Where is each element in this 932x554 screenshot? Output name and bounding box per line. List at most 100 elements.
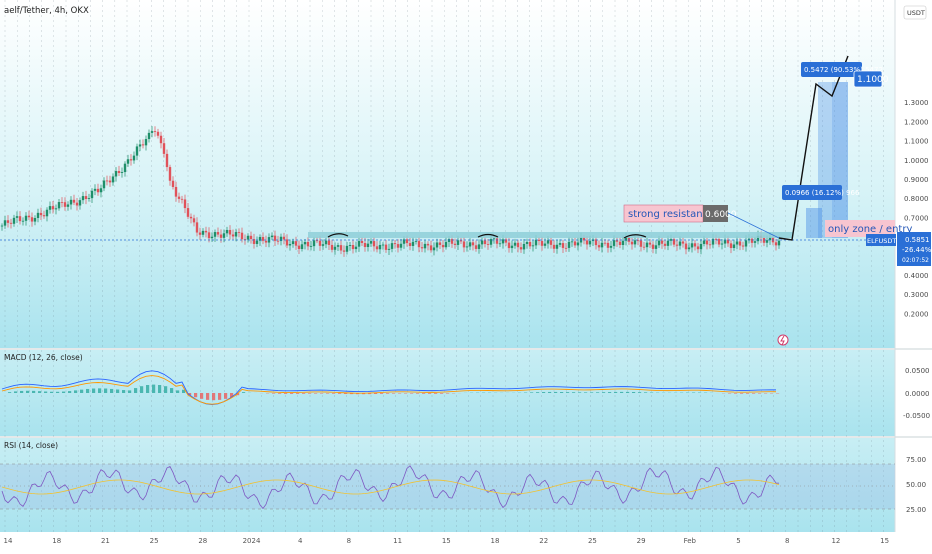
candle-body xyxy=(754,241,756,243)
candle-body xyxy=(322,244,324,246)
candle-body xyxy=(430,245,432,250)
candle-body xyxy=(307,242,309,246)
candle-body xyxy=(496,238,498,243)
target-box-2-inner xyxy=(832,82,848,238)
candle-body xyxy=(181,199,183,200)
candle-body xyxy=(97,189,99,192)
candle-body xyxy=(478,244,480,249)
candle-body xyxy=(37,213,39,218)
candle-body xyxy=(298,246,300,249)
rsi-title[interactable]: RSI (14, close) xyxy=(4,441,58,450)
candle-body xyxy=(655,245,657,249)
candle-body xyxy=(646,243,648,248)
candle-body xyxy=(457,240,459,245)
candle-body xyxy=(586,240,588,244)
candle-body xyxy=(331,245,333,250)
price-tick-label: 0.8000 xyxy=(904,195,929,203)
candle-body xyxy=(526,242,528,244)
candle-body xyxy=(358,241,360,247)
candle-body xyxy=(1,226,3,227)
candle-body xyxy=(139,144,141,146)
candle-body xyxy=(634,240,636,244)
candle-body xyxy=(265,241,267,243)
candle-body xyxy=(220,235,222,238)
candle-body xyxy=(637,240,639,241)
candle-body xyxy=(136,146,138,155)
candle-body xyxy=(325,241,327,245)
candle-body xyxy=(532,245,534,246)
candle-body xyxy=(100,188,102,192)
candle-body xyxy=(703,241,705,244)
candle-body xyxy=(658,241,660,246)
candle-body xyxy=(250,236,252,239)
macd-histogram-bar xyxy=(314,393,317,394)
macd-histogram-bar xyxy=(122,390,125,393)
candle-body xyxy=(562,243,564,248)
candle-body xyxy=(337,245,339,247)
macd-histogram-bar xyxy=(200,393,203,399)
candle-body xyxy=(121,172,123,173)
candle-body xyxy=(64,202,66,207)
candle-body xyxy=(484,240,486,244)
candle-body xyxy=(193,218,195,222)
candle-body xyxy=(442,245,444,247)
macd-histogram-bar xyxy=(224,393,227,399)
candle-body xyxy=(454,244,456,245)
time-axis-bg xyxy=(0,532,932,550)
candle-body xyxy=(130,159,132,160)
candle-body xyxy=(418,241,420,247)
time-tick-label: 11 xyxy=(393,537,402,545)
macd-histogram-bar xyxy=(566,392,569,393)
candle-body xyxy=(295,241,297,245)
candle-body xyxy=(118,171,120,173)
candle-body xyxy=(205,231,207,232)
candle-body xyxy=(553,245,555,249)
candle-body xyxy=(196,222,198,232)
candle-body xyxy=(469,242,471,246)
macd-histogram-bar xyxy=(62,392,65,393)
macd-histogram-bar xyxy=(746,393,749,394)
price-tick-label: 0.3000 xyxy=(904,291,929,299)
candle-body xyxy=(520,247,522,249)
strong-resistance-label: strong resistance xyxy=(628,209,714,220)
macd-histogram-bar xyxy=(134,388,137,393)
candle-body xyxy=(376,246,378,249)
macd-histogram-bar xyxy=(152,385,155,393)
candle-body xyxy=(187,208,189,217)
macd-histogram-bar xyxy=(218,393,221,400)
macd-histogram-bar xyxy=(8,392,11,393)
macd-histogram-bar xyxy=(32,391,35,393)
candle-body xyxy=(289,244,291,245)
macd-histogram-bar xyxy=(86,389,89,393)
candle-body xyxy=(142,144,144,145)
macd-histogram-bar xyxy=(206,393,209,400)
symbol-title[interactable]: aelf/Tether, 4h, OKX xyxy=(4,6,89,16)
macd-title[interactable]: MACD (12, 26, close) xyxy=(4,353,83,362)
candle-body xyxy=(661,241,663,244)
rsi-tick-1: 75.00 xyxy=(906,456,926,464)
candle-body xyxy=(733,244,735,248)
macd-histogram-bar xyxy=(92,389,95,393)
candle-body xyxy=(43,215,45,216)
candle-body xyxy=(28,216,30,218)
candle-body xyxy=(226,230,228,233)
candle-body xyxy=(565,248,567,249)
candle-body xyxy=(382,245,384,246)
candle-body xyxy=(415,241,417,242)
candle-body xyxy=(16,216,18,218)
candle-body xyxy=(343,250,345,251)
time-tick-label: 8 xyxy=(785,537,789,545)
candle-body xyxy=(391,243,393,249)
candle-body xyxy=(79,200,81,205)
candle-body xyxy=(169,167,171,181)
candle-body xyxy=(217,232,219,235)
candle-body xyxy=(52,206,54,209)
candle-body xyxy=(433,247,435,250)
candle-body xyxy=(412,242,414,246)
macd-histogram-bar xyxy=(74,390,77,393)
candle-body xyxy=(88,198,90,199)
candle-body xyxy=(124,164,126,172)
candle-body xyxy=(67,204,69,206)
candle-body xyxy=(523,244,525,249)
